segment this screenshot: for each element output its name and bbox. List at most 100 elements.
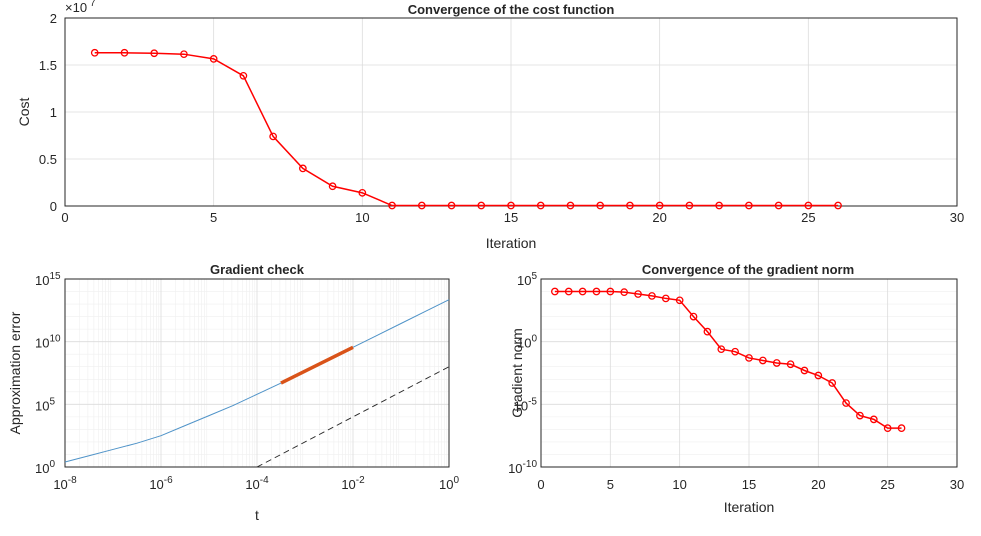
cost-data-point	[774, 201, 783, 210]
cost-data-point	[447, 201, 456, 210]
cost-chart-ytick-label: 1	[50, 105, 57, 120]
gradient-check-ytick-label: 105	[35, 396, 55, 413]
gradient-norm-data-point	[828, 379, 837, 387]
cost-chart-grid	[64, 17, 958, 207]
gradient-norm-data-point	[578, 287, 587, 296]
gradient-norm-title: Convergence of the gradient norm	[642, 262, 854, 277]
gradient-norm-xtick-label: 30	[950, 477, 964, 492]
cost-data-point	[239, 71, 248, 80]
gradient-check-xlabel: t	[255, 507, 259, 523]
cost-chart-ytick-label: 0.5	[39, 152, 57, 167]
gradient-check-series	[64, 299, 450, 468]
gradient-check-chart: Gradient check 10-8 10-6 10-4 10-2 100 100 105…	[7, 262, 459, 523]
gradient-norm-data-point	[786, 360, 795, 369]
gradient-norm-data-point	[772, 359, 781, 367]
cost-chart-xtick-label: 5	[210, 210, 217, 225]
gradient-norm-data-point	[606, 287, 615, 296]
gradient-norm-xtick-label: 5	[607, 477, 614, 492]
cost-data-point	[269, 132, 277, 141]
cost-data-point	[834, 201, 842, 210]
gradient-norm-ytick-label: 10-10	[508, 459, 537, 476]
gradient-check-ytick-label: 100	[35, 459, 55, 476]
gradient-check-grid	[64, 278, 450, 468]
cost-chart-title: Convergence of the cost function	[408, 2, 615, 17]
gradient-norm-data-point	[897, 424, 906, 432]
gradient-check-highlight-segment	[280, 345, 354, 385]
cost-chart-ylabel: Cost	[16, 98, 32, 127]
gradient-norm-data-point	[814, 371, 823, 380]
cost-chart-exponent-base: ×10	[65, 0, 87, 15]
gradient-norm-ticks: 0 5 10 15 20 25 30 10-10 10-5 100 105	[508, 271, 964, 492]
gradient-norm-grid	[540, 278, 958, 468]
gradient-check-title: Gradient check	[210, 262, 305, 277]
gradient-norm-data-point	[731, 347, 739, 356]
cost-chart-ticks: 0 5 10 15 20 25 30 0 0.5 1 1.5 2	[39, 11, 964, 225]
cost-chart-xtick-label: 15	[504, 210, 518, 225]
cost-chart-xtick-label: 0	[61, 210, 68, 225]
cost-data-point	[417, 201, 426, 210]
cost-data-point	[358, 188, 367, 197]
gradient-check-xtick-label: 10-4	[245, 475, 269, 492]
gradient-norm-xtick-label: 10	[672, 477, 686, 492]
cost-data-point	[745, 201, 753, 210]
gradient-check-error-line	[64, 299, 450, 463]
gradient-norm-chart: Convergence of the gradient norm 0 5 10 15 2…	[508, 262, 964, 515]
cost-data-point	[328, 182, 337, 191]
gradient-norm-data-point	[745, 354, 753, 362]
gradient-norm-data-point	[703, 327, 712, 336]
cost-data-point	[180, 50, 188, 59]
gradient-norm-data-point	[800, 366, 809, 375]
gradient-norm-ytick-label: 100	[517, 334, 537, 351]
cost-data-point	[150, 49, 159, 58]
gradient-norm-xtick-label: 0	[537, 477, 544, 492]
cost-data-point	[388, 201, 396, 210]
gradient-norm-axes	[540, 278, 958, 468]
cost-series-line	[94, 52, 839, 207]
gradient-norm-xtick-label: 20	[811, 477, 825, 492]
cost-data-point	[477, 201, 486, 210]
gradient-norm-xtick-label: 25	[880, 477, 894, 492]
cost-chart-ytick-label: 0	[50, 199, 57, 214]
gradient-norm-data-point	[869, 415, 878, 424]
gradient-norm-data-point	[592, 287, 601, 296]
gradient-check-xtick-label: 10-2	[341, 475, 365, 492]
gradient-norm-data-point	[856, 411, 864, 420]
gradient-norm-data-point	[842, 399, 850, 407]
cost-data-point	[120, 48, 129, 57]
gradient-norm-ylabel: Gradient norm	[509, 328, 525, 417]
cost-chart-xtick-label: 10	[355, 210, 369, 225]
cost-data-point	[90, 48, 99, 57]
gradient-norm-data-point	[551, 287, 559, 296]
gradient-norm-xtick-label: 15	[742, 477, 756, 492]
cost-data-point	[596, 201, 605, 210]
cost-chart-xtick-label: 30	[950, 210, 964, 225]
cost-data-point	[299, 164, 307, 173]
gradient-norm-data-point	[689, 312, 698, 321]
cost-data-point	[507, 201, 515, 210]
cost-data-point	[804, 201, 813, 210]
cost-data-point	[209, 55, 218, 63]
gradient-check-reference-line	[256, 366, 450, 468]
gradient-check-xtick-label: 100	[439, 475, 459, 492]
cost-data-point	[655, 201, 664, 210]
cost-chart-ytick-label: 2	[50, 11, 57, 26]
cost-chart-exponent-value: 7	[90, 0, 96, 9]
gradient-norm-data-point	[564, 287, 573, 296]
gradient-norm-series-line	[554, 290, 902, 429]
gradient-norm-data-point	[661, 294, 670, 303]
cost-chart-xtick-label: 20	[652, 210, 666, 225]
gradient-norm-data-point	[634, 290, 642, 298]
gradient-norm-data-point	[883, 424, 892, 432]
cost-data-point	[685, 201, 694, 210]
gradient-norm-xlabel: Iteration	[724, 499, 775, 515]
gradient-norm-data-point	[717, 345, 726, 354]
gradient-norm-series	[551, 287, 906, 432]
cost-chart-series	[90, 48, 842, 210]
gradient-norm-data-point	[759, 356, 767, 365]
gradient-check-ylabel: Approximation error	[7, 311, 23, 434]
gradient-check-ytick-label: 1015	[35, 271, 61, 288]
gradient-norm-ytick-label: 105	[517, 271, 537, 288]
cost-data-point	[626, 201, 634, 210]
gradient-check-ticks: 10-8 10-6 10-4 10-2 100 100 105 1010 1015	[35, 271, 459, 492]
